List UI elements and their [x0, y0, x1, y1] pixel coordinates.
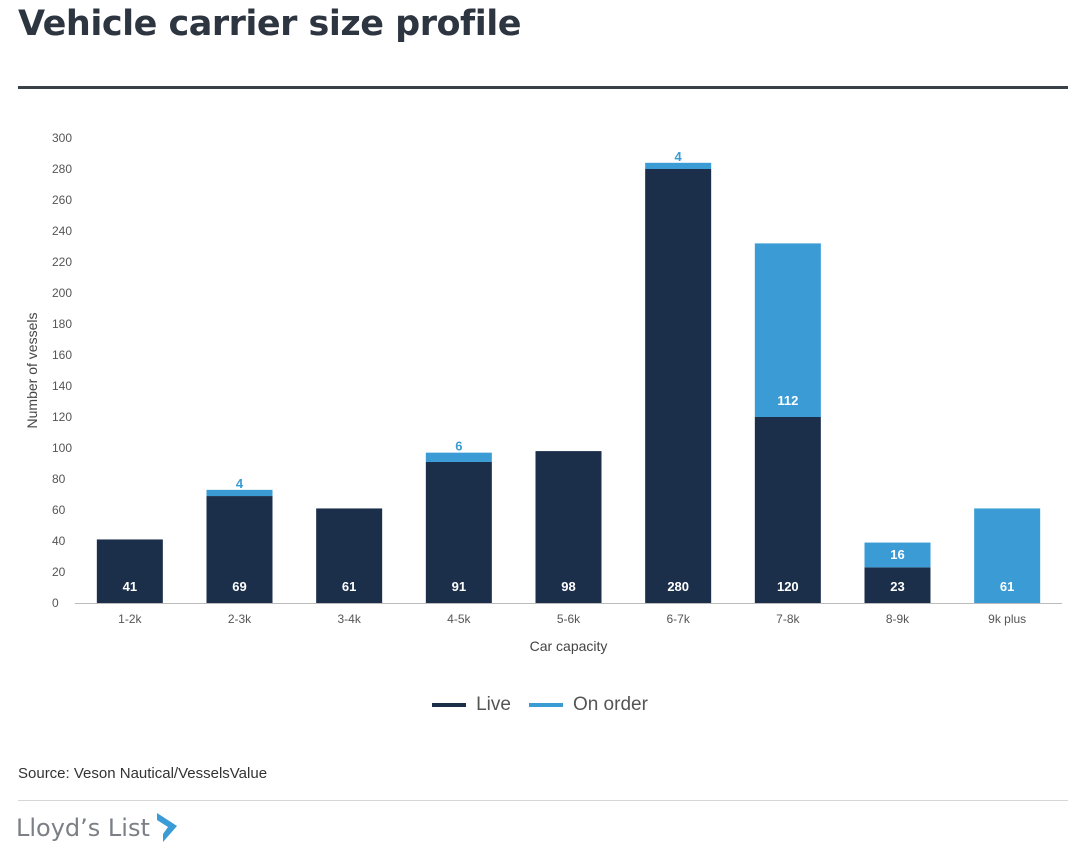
y-tick-label: 20: [52, 565, 66, 579]
chart-legend: Live On order: [0, 694, 1080, 716]
y-tick-label: 240: [52, 224, 72, 238]
x-tick-label: 9k plus: [988, 612, 1026, 626]
y-tick-label: 0: [52, 596, 59, 610]
legend-swatch-on-order: [528, 703, 563, 707]
x-axis-ticks: 1-2k 2-3k 3-4k 4-5k 5-6k 6-7k 7-8k 8-9k 9k plus: [118, 612, 1026, 626]
bar-value-label: 6: [455, 439, 462, 454]
y-axis-ticks: 0 20 40 60 80 100 120 140 160 180 200 220 240 260 280 3…: [52, 131, 72, 610]
bar-on-order: [645, 162, 712, 169]
y-tick-label: 260: [52, 193, 72, 207]
y-tick-label: 300: [52, 131, 72, 145]
x-tick-label: 6-7k: [666, 612, 690, 626]
source-note: Source: Veson Nautical/VesselsValue: [18, 765, 268, 782]
x-tick-label: 1-2k: [118, 612, 142, 626]
y-tick-label: 200: [52, 286, 72, 300]
x-axis-title: Car capacity: [530, 638, 608, 654]
bar-value-label: 120: [777, 579, 799, 594]
legend-label-on-order: On order: [572, 694, 648, 715]
chart-title: Vehicle carrier size profile: [18, 4, 522, 44]
x-tick-label: 4-5k: [447, 612, 471, 626]
bar-on-order: [425, 452, 492, 462]
y-tick-label: 100: [52, 441, 72, 455]
bar-value-label: 16: [890, 547, 904, 562]
bar-on-order: [754, 243, 821, 417]
lloyds-arrow-icon: [156, 813, 177, 842]
bar-value-label: 69: [232, 579, 246, 594]
bar-value-label: 23: [890, 579, 904, 594]
bar-live: [864, 567, 931, 603]
bar-live: [96, 539, 163, 603]
y-axis-title: Number of vessels: [24, 313, 40, 429]
legend-swatch-live: [432, 703, 467, 707]
title-divider: [18, 86, 1068, 89]
y-tick-label: 60: [52, 503, 66, 517]
x-tick-label: 5-6k: [557, 612, 581, 626]
y-tick-label: 40: [52, 534, 66, 548]
y-tick-label: 80: [52, 472, 66, 486]
legend-item-live: Live: [432, 694, 511, 716]
legend-label-live: Live: [476, 694, 511, 715]
bar-live: [206, 496, 273, 603]
bar-value-label: 112: [777, 393, 798, 408]
x-tick-label: 7-8k: [776, 612, 800, 626]
bar-chart: 0 20 40 60 80 100 120 140 160 180 200 220 240 260 280 3…: [24, 131, 1062, 654]
bar-on-order: [206, 489, 273, 497]
y-tick-label: 140: [52, 379, 72, 393]
y-tick-label: 220: [52, 255, 72, 269]
bars-group: 41 69 4 61 91 6 98 280 4 120 112 23 16 61: [96, 149, 1041, 603]
y-tick-label: 160: [52, 348, 72, 362]
bar-value-label: 61: [342, 579, 356, 594]
bar-value-label: 91: [452, 579, 466, 594]
x-tick-label: 8-9k: [886, 612, 910, 626]
bar-value-label: 4: [675, 149, 683, 164]
bar-live: [425, 461, 492, 603]
brand-logo[interactable]: Lloyd’s List: [16, 811, 180, 845]
y-tick-label: 280: [52, 162, 72, 176]
bar-value-label: 41: [123, 579, 137, 594]
bar-value-label: 61: [1000, 579, 1014, 594]
bar-on-order: [974, 508, 1041, 603]
bar-live: [535, 451, 602, 603]
x-tick-label: 3-4k: [337, 612, 361, 626]
x-tick-label: 2-3k: [228, 612, 252, 626]
bar-value-label: 280: [667, 579, 689, 594]
y-tick-label: 180: [52, 317, 72, 331]
legend-item-on-order: On order: [528, 694, 648, 716]
bar-live: [645, 169, 712, 603]
brand-name: Lloyd’s List: [16, 814, 150, 842]
bar-value-label: 98: [561, 579, 575, 594]
bar-live: [316, 508, 383, 603]
bar-on-order: [864, 542, 931, 568]
y-tick-label: 120: [52, 410, 72, 424]
bar-value-label: 4: [236, 476, 244, 491]
footer-divider: [18, 800, 1068, 801]
bar-live: [754, 417, 821, 603]
